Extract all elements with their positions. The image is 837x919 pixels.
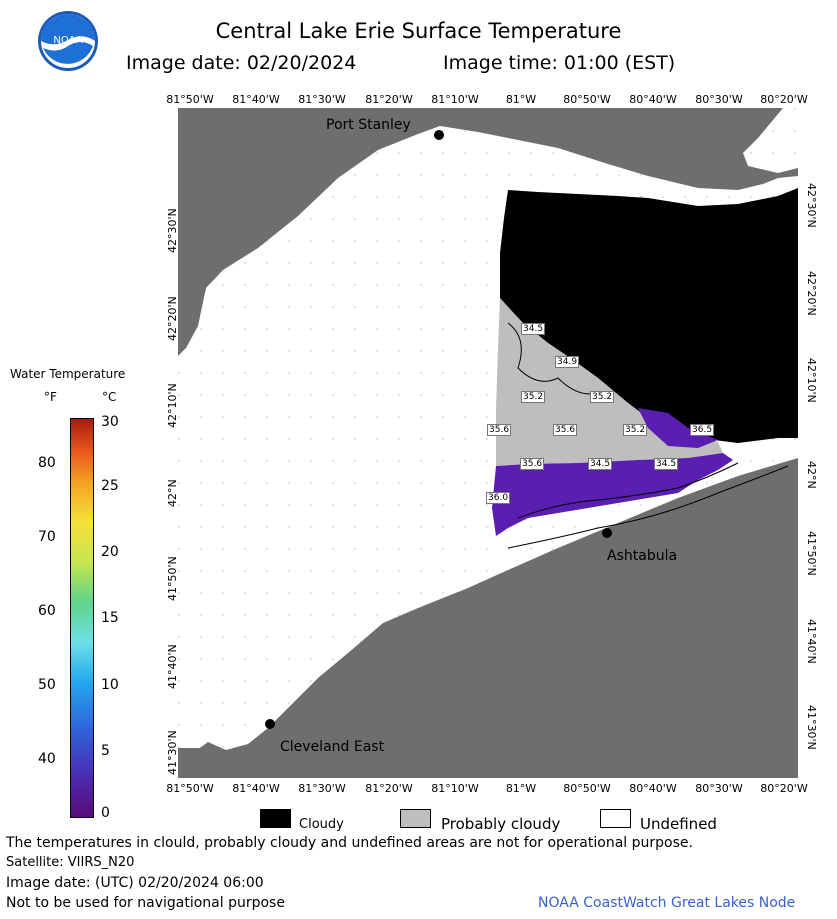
map-panel (178, 108, 798, 778)
temp-label: 34.9 (555, 356, 580, 368)
legend-label-undefined: Undefined (640, 815, 717, 833)
colorbar-unit-f: °F (44, 390, 57, 404)
lat-label-right: 41°30'N (805, 705, 818, 750)
lon-label-top: 81°W (505, 93, 537, 106)
temp-label: 36.0 (486, 492, 511, 504)
legend-label-probably-cloudy: Probably cloudy (441, 815, 561, 833)
south-shore-land (178, 458, 798, 778)
city-marker (602, 528, 612, 538)
logo-text: NOAA (53, 35, 82, 46)
temp-label: 35.2 (521, 391, 546, 403)
temp-label: 35.6 (487, 424, 512, 436)
lon-label-top: 80°20'W (760, 93, 808, 106)
colorbar-gradient (70, 418, 94, 818)
lon-label-top: 80°30'W (695, 93, 743, 106)
lon-label-top: 81°20'W (365, 93, 413, 106)
north-shore-land (178, 108, 798, 356)
temp-label: 35.6 (520, 458, 545, 470)
c-tick: 30 (101, 414, 119, 430)
lat-label-right: 42°10'N (805, 358, 818, 403)
legend-swatch-probably-cloudy (400, 809, 431, 828)
lon-label-bottom: 81°50'W (166, 782, 214, 795)
c-tick: 25 (101, 478, 119, 494)
lat-label-right: 42°20'N (805, 271, 818, 316)
temp-label: 34.5 (588, 458, 613, 470)
lat-label-right: 42°30'N (805, 183, 818, 228)
f-tick: 70 (38, 529, 56, 545)
temp-label: 35.2 (590, 391, 615, 403)
c-tick: 15 (101, 610, 119, 626)
temp-label: 34.5 (521, 323, 546, 335)
lon-label-top: 80°50'W (563, 93, 611, 106)
f-tick: 40 (38, 751, 56, 767)
lon-label-bottom: 81°10'W (431, 782, 479, 795)
lon-label-bottom: 80°20'W (760, 782, 808, 795)
f-tick: 80 (38, 455, 56, 471)
cloud-region (500, 188, 798, 443)
c-tick: 0 (101, 805, 110, 821)
colorbar-title: Water Temperature (10, 367, 126, 381)
utc-date-text: Image date: (UTC) 02/20/2024 06:00 (6, 875, 264, 891)
legend-swatch-cloudy (260, 809, 291, 828)
image-time: Image time: 01:00 (EST) (443, 52, 676, 74)
temp-label: 34.5 (654, 458, 679, 470)
noaa-logo: NOAA (37, 10, 99, 72)
lon-label-top: 80°40'W (629, 93, 677, 106)
lon-label-bottom: 81°W (505, 782, 537, 795)
city-label-ashtabula: Ashtabula (607, 548, 678, 564)
map-title: Central Lake Erie Surface Temperature (215, 19, 622, 43)
c-tick: 20 (101, 544, 119, 560)
lon-label-top: 81°10'W (431, 93, 479, 106)
legend-label-cloudy: Cloudy (299, 817, 344, 832)
lon-label-bottom: 81°20'W (365, 782, 413, 795)
f-tick: 50 (38, 677, 56, 693)
legend-swatch-undefined (600, 809, 631, 828)
probably-cloudy-region (496, 298, 723, 466)
satellite-text: Satellite: VIIRS_N20 (6, 855, 135, 870)
lat-label-right: 41°40'N (805, 619, 818, 664)
disclaimer-text: The temperatures in clould, probably clo… (6, 835, 693, 851)
lat-label-right: 42°N (805, 461, 818, 489)
colorbar-unit-c: °C (102, 390, 117, 404)
lon-label-bottom: 80°30'W (695, 782, 743, 795)
credit-text: NOAA CoastWatch Great Lakes Node (538, 895, 796, 911)
lon-label-bottom: 80°50'W (563, 782, 611, 795)
city-label-cleveland-east: Cleveland East (280, 739, 385, 755)
lake-map (178, 108, 798, 778)
lon-label-top: 81°40'W (232, 93, 280, 106)
lat-label-right: 41°50'N (805, 531, 818, 576)
lon-label-bottom: 81°40'W (232, 782, 280, 795)
city-marker (265, 719, 275, 729)
lon-label-bottom: 81°30'W (298, 782, 346, 795)
image-date: Image date: 02/20/2024 (126, 52, 357, 74)
f-tick: 60 (38, 603, 56, 619)
nav-warning-text: Not to be used for navigational purpose (6, 895, 285, 911)
city-marker (434, 130, 444, 140)
temp-label: 35.6 (553, 424, 578, 436)
temp-label: 36.5 (690, 424, 715, 436)
city-label-port-stanley: Port Stanley (326, 117, 411, 133)
lon-label-bottom: 80°40'W (629, 782, 677, 795)
lon-label-top: 81°30'W (298, 93, 346, 106)
temp-label: 35.2 (623, 424, 648, 436)
cold-water-region (492, 453, 733, 536)
c-tick: 10 (101, 677, 119, 693)
c-tick: 5 (101, 743, 110, 759)
lon-label-top: 81°50'W (166, 93, 214, 106)
